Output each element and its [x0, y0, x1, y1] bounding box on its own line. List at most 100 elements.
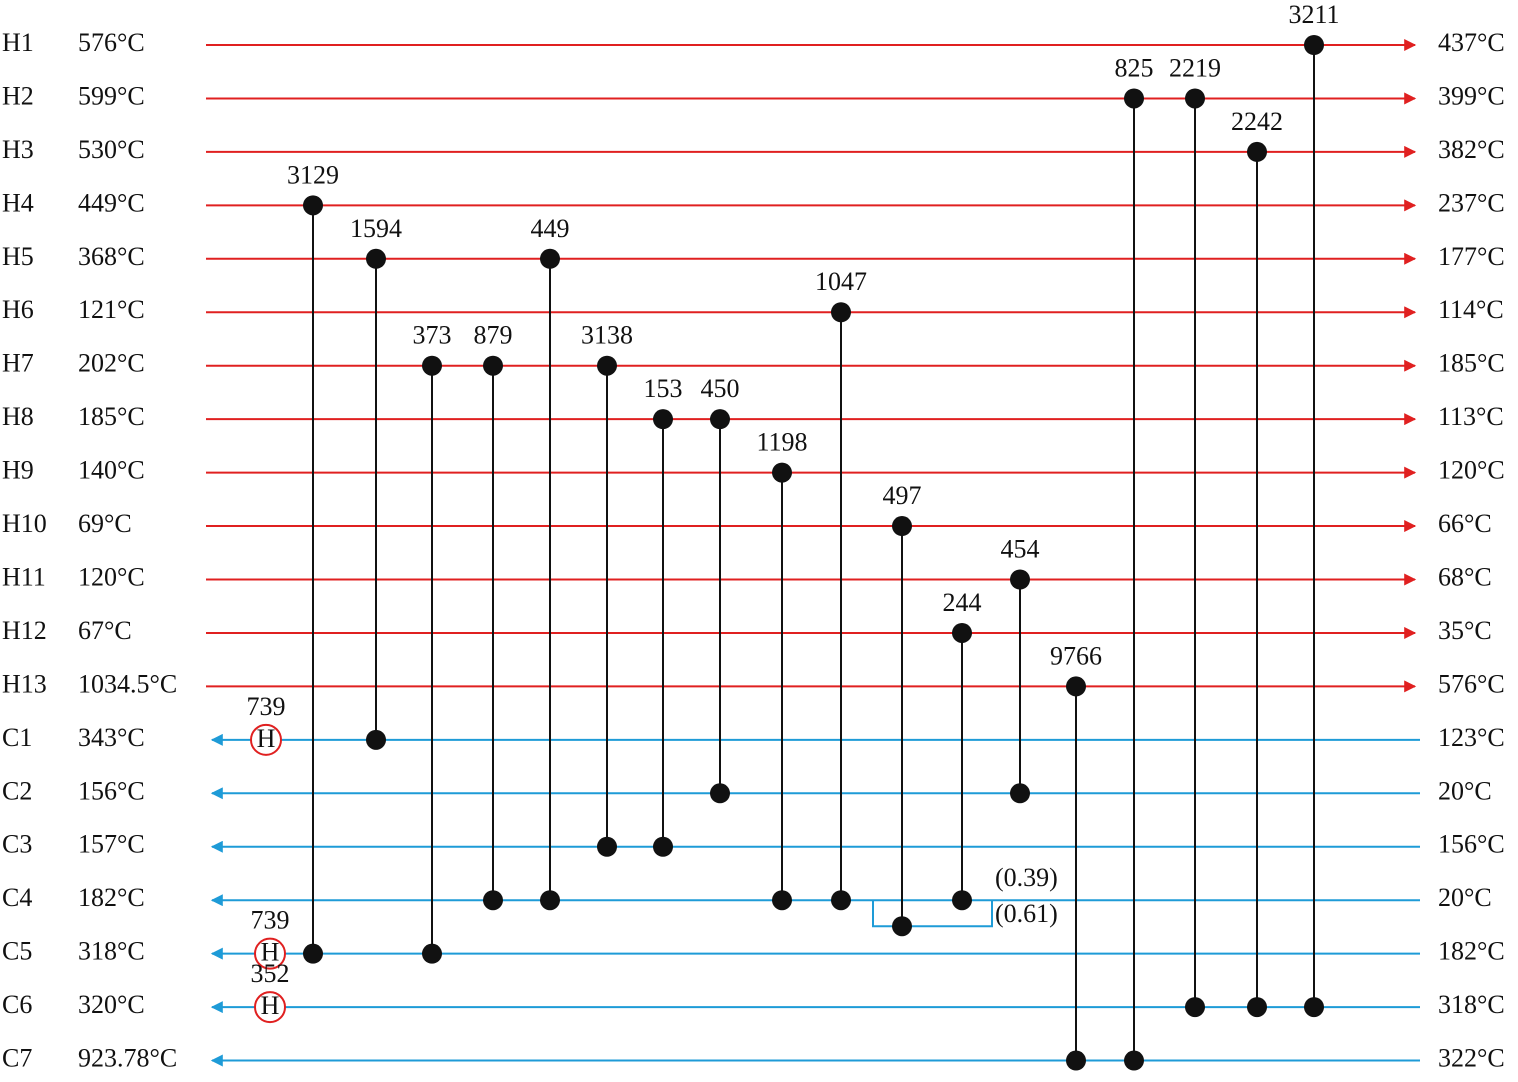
outlet-temp: 120°C — [1438, 456, 1505, 485]
exchanger-hot-end — [831, 302, 851, 323]
heater-symbol: H — [261, 991, 280, 1020]
exchanger-duty: 153 — [644, 374, 683, 403]
outlet-temp: 35°C — [1438, 616, 1492, 645]
exchanger-cold-end — [1010, 783, 1030, 804]
outlet-temp: 923.78°C — [78, 1044, 177, 1073]
inlet-temp: 1034.5°C — [78, 669, 177, 698]
exchanger-cold-end — [1124, 1050, 1144, 1071]
exchanger-hot-end — [1124, 88, 1144, 109]
exchanger-duty: 1047 — [815, 267, 867, 296]
stream-name: H10 — [2, 509, 47, 538]
stream-name: H3 — [2, 135, 34, 164]
inlet-temp: 182°C — [1438, 937, 1505, 966]
exchanger-cold-end — [653, 836, 673, 857]
inlet-temp: 185°C — [78, 402, 145, 431]
outlet-temp: 66°C — [1438, 509, 1492, 538]
exchanger-cold-end — [1185, 997, 1205, 1018]
inlet-temp: 530°C — [78, 135, 145, 164]
exchanger-cold-end — [597, 836, 617, 857]
outlet-temp: 318°C — [78, 937, 145, 966]
exchanger-hot-end — [366, 248, 386, 269]
exchanger-duty: 3211 — [1288, 0, 1339, 29]
exchanger-duty: 497 — [883, 481, 922, 510]
inlet-temp: 67°C — [78, 616, 132, 645]
exchanger-hot-end — [1066, 676, 1086, 697]
exchanger-cold-end — [366, 729, 386, 750]
heater-duty: 739 — [251, 906, 290, 935]
inlet-temp: 121°C — [78, 295, 145, 324]
exchanger-cold-end — [422, 943, 442, 964]
inlet-temp: 318°C — [1438, 990, 1505, 1019]
exchanger-duty: 450 — [701, 374, 740, 403]
exchanger-hot-end — [1304, 35, 1324, 55]
exchanger-hot-end — [952, 622, 972, 643]
exchanger-cold-end — [1304, 997, 1324, 1018]
split-branch — [872, 900, 993, 928]
exchanger-cold-end — [1247, 997, 1267, 1018]
exchanger-duty: 9766 — [1050, 641, 1102, 670]
heater — [254, 937, 286, 970]
outlet-temp: 576°C — [1438, 669, 1505, 698]
split-fraction: (0.39) — [995, 863, 1058, 892]
inlet-temp: 20°C — [1438, 776, 1492, 805]
stream-name: C4 — [2, 883, 32, 912]
exchanger-hot-end — [540, 248, 560, 269]
outlet-temp: 182°C — [78, 883, 145, 912]
stream-name: H1 — [2, 28, 34, 57]
inlet-temp: 576°C — [78, 28, 145, 57]
exchanger-cold-end — [892, 916, 912, 937]
outlet-temp: 343°C — [78, 723, 145, 752]
stream-name: H7 — [2, 349, 34, 378]
exchanger-duty: 449 — [531, 214, 570, 243]
stream-name: C7 — [2, 1044, 32, 1073]
exchanger-duty: 373 — [413, 321, 452, 350]
exchanger-duty: 2219 — [1169, 53, 1221, 82]
inlet-temp: 368°C — [78, 242, 145, 271]
outlet-temp: 437°C — [1438, 28, 1505, 57]
stream-name: C3 — [2, 830, 32, 859]
stream-name: H13 — [2, 669, 47, 698]
stream-name: C5 — [2, 937, 32, 966]
outlet-temp: 113°C — [1438, 402, 1504, 431]
exchanger-hot-end — [422, 355, 442, 376]
inlet-temp: 202°C — [78, 349, 145, 378]
inlet-temp: 120°C — [78, 562, 145, 591]
stream-name: H2 — [2, 81, 34, 110]
outlet-temp: 156°C — [78, 776, 145, 805]
outlet-temp: 114°C — [1438, 295, 1504, 324]
exchanger-hot-end — [653, 409, 673, 430]
exchanger-hot-end — [1185, 88, 1205, 109]
stream-name: H12 — [2, 616, 47, 645]
stream-name: H9 — [2, 456, 34, 485]
outlet-temp: 177°C — [1438, 242, 1505, 271]
exchanger-hot-end — [483, 355, 503, 376]
exchanger-cold-end — [952, 890, 972, 911]
exchanger-duty: 1198 — [756, 428, 807, 457]
outlet-temp: 399°C — [1438, 81, 1505, 110]
heater — [250, 723, 282, 756]
heater-duty: 352 — [251, 959, 290, 988]
inlet-temp: 156°C — [1438, 830, 1505, 859]
exchanger-duty: 1594 — [350, 214, 402, 243]
exchanger-duty: 244 — [943, 588, 982, 617]
outlet-temp: 157°C — [78, 830, 145, 859]
exchanger-hot-end — [1010, 569, 1030, 590]
exchanger-duty: 454 — [1001, 534, 1040, 563]
exchanger-hot-end — [597, 355, 617, 376]
inlet-temp: 322°C — [1438, 1044, 1505, 1073]
exchanger-hot-end — [892, 516, 912, 537]
stream-name: H4 — [2, 188, 34, 217]
exchanger-duty: 3138 — [581, 321, 633, 350]
stream-name: C6 — [2, 990, 32, 1019]
heater — [254, 991, 286, 1024]
stream-name: C2 — [2, 776, 32, 805]
outlet-temp: 237°C — [1438, 188, 1505, 217]
exchanger-cold-end — [303, 943, 323, 964]
exchanger-cold-end — [831, 890, 851, 911]
stream-name: H11 — [2, 562, 46, 591]
exchanger-hot-end — [303, 195, 323, 216]
exchanger-hot-end — [1247, 141, 1267, 162]
exchanger-cold-end — [483, 890, 503, 911]
exchanger-hot-end — [710, 409, 730, 430]
